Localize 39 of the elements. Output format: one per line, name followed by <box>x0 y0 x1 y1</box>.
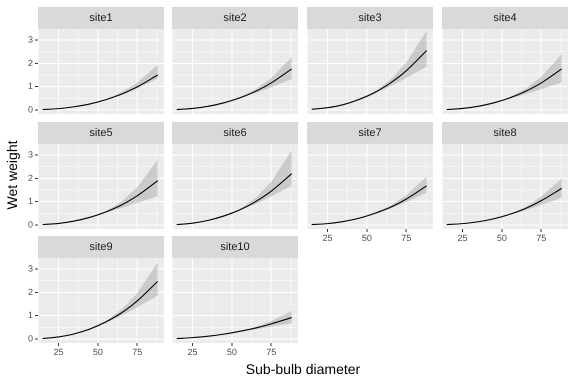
y-tick-label: 0 <box>28 220 33 230</box>
chart-title: site4 <box>442 7 568 29</box>
y-tick-label: 2 <box>28 286 33 297</box>
y-tick-label: 1 <box>28 310 33 320</box>
y-tick-label: 1 <box>28 81 33 92</box>
chart-title: site8 <box>442 122 568 144</box>
x-tick-label: 25 <box>457 232 468 243</box>
x-tick-label: 50 <box>92 346 103 357</box>
x-tick-label: 50 <box>496 232 507 243</box>
y-tick-label: 3 <box>28 149 33 160</box>
x-tick-label: 25 <box>322 232 332 243</box>
line-series <box>42 280 158 340</box>
x-tick-label: 25 <box>187 346 198 357</box>
y-tick-label: 0 <box>28 334 33 344</box>
chart-title: site10 <box>172 236 298 258</box>
chart-title: site6 <box>172 122 298 144</box>
x-tick-label: 25 <box>53 346 64 357</box>
y-tick-label: 2 <box>28 172 33 183</box>
y-tick-label: 3 <box>28 34 33 44</box>
chart-title: site3 <box>307 7 433 29</box>
x-axis-title: Sub-bulb diameter <box>246 361 360 377</box>
x-tick-label: 75 <box>536 232 546 243</box>
y-tick-label: 0 <box>28 104 33 115</box>
y-tick-label: 3 <box>28 263 33 274</box>
chart-title: site9 <box>38 236 164 258</box>
chart-title: site1 <box>38 7 164 29</box>
y-tick-label: 2 <box>28 58 33 68</box>
y-axis-title: Wet weight <box>4 140 20 210</box>
x-tick-label: 75 <box>132 346 142 357</box>
chart-title: site7 <box>307 122 433 144</box>
x-tick-label: 50 <box>362 232 372 243</box>
x-tick-label: 75 <box>401 232 412 243</box>
x-tick-label: 75 <box>266 346 276 357</box>
line-series <box>42 180 158 226</box>
chart-title: site2 <box>172 7 298 29</box>
y-tick-label: 1 <box>28 196 33 206</box>
line-series <box>42 74 158 110</box>
x-tick-label: 50 <box>226 346 237 357</box>
chart-title: site5 <box>38 122 164 144</box>
